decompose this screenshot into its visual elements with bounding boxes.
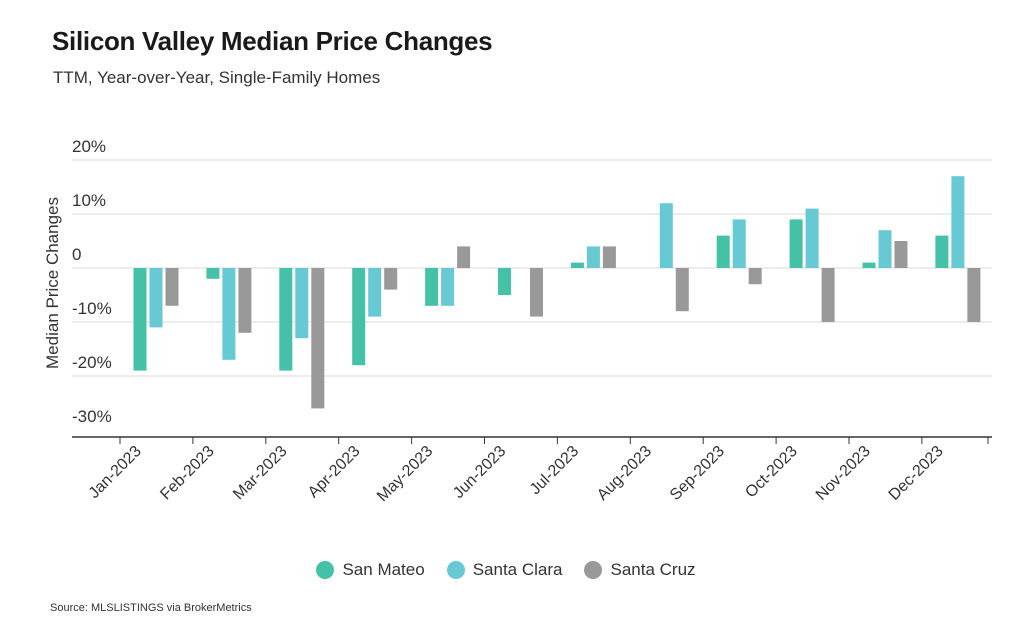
y-tick-label: -20%	[72, 353, 112, 372]
bar-chart: 20% 10% 0 -10% -20% -30% Median Price Changes J…	[43, 137, 992, 505]
y-axis-title: Median Price Changes	[43, 197, 62, 369]
bar-santa-clara	[295, 268, 309, 339]
y-tick-label: 0	[72, 245, 81, 264]
x-tick-label: Aug-2023	[594, 443, 655, 504]
bar-santa-clara	[441, 268, 455, 306]
bar-santa-clara	[368, 268, 382, 317]
x-tick-label: Jun-2023	[450, 443, 509, 502]
bar-santa-cruz	[748, 268, 762, 285]
legend-swatch-santa-cruz	[584, 561, 603, 579]
bar-santa-clara	[659, 203, 673, 268]
legend-label-san-mateo: San Mateo	[342, 560, 425, 579]
x-tick-label: Feb-2023	[157, 443, 218, 504]
bar-santa-clara	[951, 176, 965, 268]
x-tick-label: Nov-2023	[813, 443, 874, 504]
bar-san-mateo	[716, 235, 730, 268]
bar-santa-cruz	[894, 241, 908, 268]
bar-santa-cruz	[821, 268, 835, 322]
axes: 20% 10% 0 -10% -20% -30% Median Price Changes J…	[43, 137, 992, 505]
bar-san-mateo	[498, 268, 511, 295]
legend: San Mateo Santa Clara Santa Cruz	[0, 560, 1012, 580]
legend-swatch-san-mateo	[316, 561, 335, 579]
bar-santa-clara	[805, 208, 819, 268]
bar-san-mateo	[862, 262, 876, 268]
legend-label-santa-cruz: Santa Cruz	[610, 560, 696, 579]
bar-santa-clara	[149, 268, 163, 328]
x-tick-label: Oct-2023	[742, 443, 801, 502]
legend-item-santa-cruz: Santa Cruz	[584, 560, 696, 580]
bar-santa-cruz	[384, 268, 398, 290]
x-tick-label: Mar-2023	[230, 443, 291, 504]
bar-san-mateo	[935, 235, 949, 268]
chart-title: Silicon Valley Median Price Changes	[52, 26, 493, 56]
bar-san-mateo	[425, 268, 439, 306]
y-tick-label: -30%	[72, 407, 112, 426]
source-note: Source: MLSLISTINGS via BrokerMetrics	[50, 602, 252, 614]
chart-subtitle: TTM, Year-over-Year, Single-Family Homes	[53, 68, 381, 87]
y-tick-label: 10%	[72, 191, 106, 210]
bar-santa-cruz	[675, 268, 689, 312]
bar-san-mateo	[279, 268, 293, 371]
y-tick-label: -10%	[72, 299, 112, 318]
bar-santa-cruz	[530, 268, 543, 317]
bar-santa-cruz	[311, 268, 325, 409]
x-tick-label: Dec-2023	[886, 443, 947, 504]
bar-santa-cruz	[165, 268, 179, 306]
bar-santa-clara	[878, 230, 892, 268]
bar-santa-cruz	[457, 246, 471, 268]
bar-san-mateo	[789, 219, 803, 268]
bars	[133, 176, 981, 409]
legend-swatch-santa-clara	[446, 561, 465, 579]
x-tick-label: Jan-2023	[86, 443, 145, 502]
x-tick-label: May-2023	[374, 443, 436, 505]
bar-san-mateo	[133, 268, 147, 371]
bar-san-mateo	[570, 262, 584, 268]
bar-san-mateo	[352, 268, 366, 366]
legend-item-santa-clara: Santa Clara	[446, 560, 563, 580]
bar-santa-clara	[732, 219, 746, 268]
y-tick-label: 20%	[72, 137, 106, 156]
bar-santa-cruz	[238, 268, 252, 333]
legend-label-santa-clara: Santa Clara	[472, 560, 563, 579]
x-tick-label: Jul-2023	[527, 443, 582, 498]
bar-santa-cruz	[602, 246, 616, 268]
bar-santa-clara	[222, 268, 236, 360]
bar-santa-cruz	[967, 268, 981, 322]
bar-santa-clara	[586, 246, 600, 268]
x-tick-label: Sep-2023	[667, 443, 728, 504]
bar-san-mateo	[206, 268, 220, 279]
legend-item-san-mateo: San Mateo	[316, 560, 425, 580]
x-tick-label: Apr-2023	[305, 443, 364, 502]
